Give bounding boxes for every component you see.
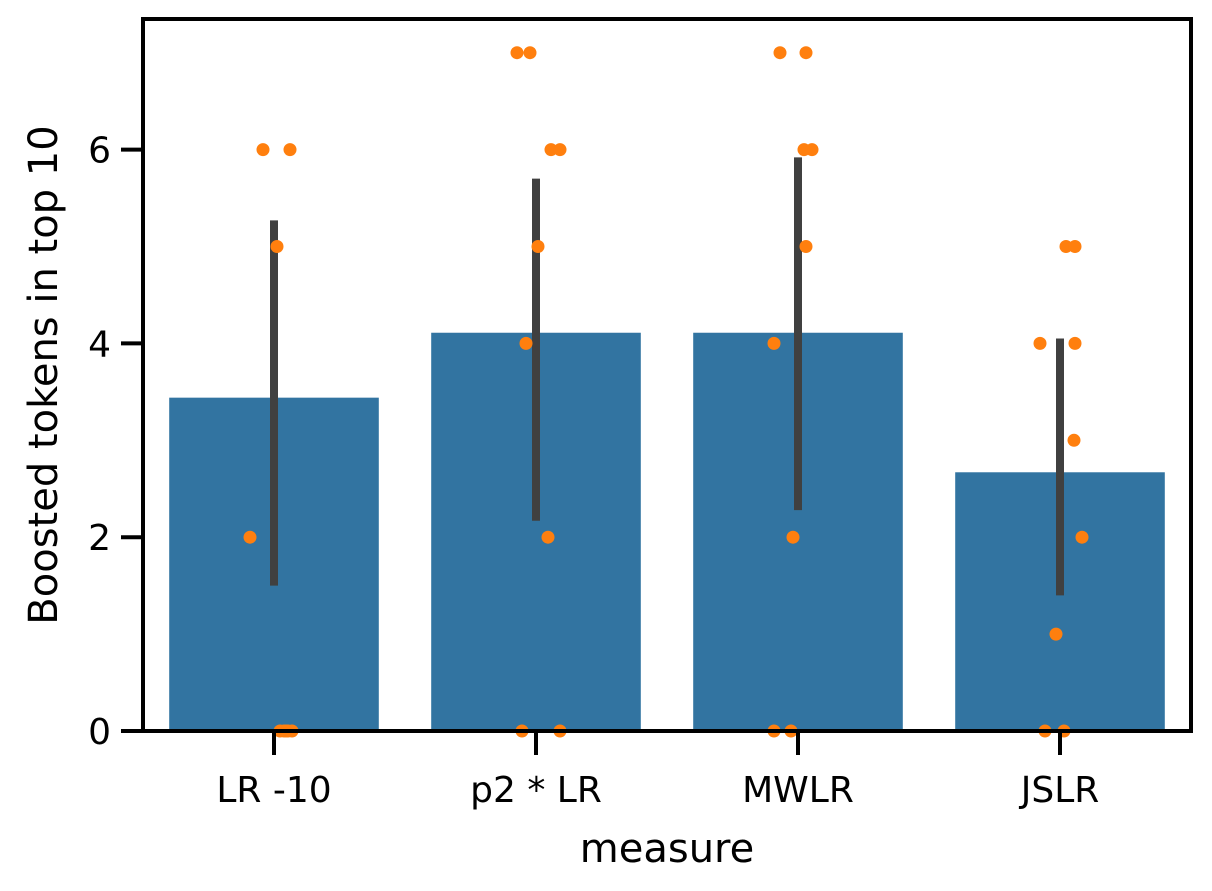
x-tick-label-2: MWLR (742, 770, 854, 811)
y-tick-label-0: 0 (88, 712, 111, 753)
y-axis: 0 2 4 6 (88, 131, 143, 753)
point-2-1 (799, 46, 813, 60)
point-1-5 (519, 336, 533, 350)
point-1-0 (510, 46, 524, 60)
x-tick-label-0: LR -10 (216, 770, 331, 811)
point-2-4 (799, 240, 813, 253)
point-0-2 (270, 240, 284, 253)
point-0-0 (256, 143, 270, 157)
x-tick-label-1: p2 * LR (470, 770, 602, 811)
y-tick-label-1: 2 (88, 518, 111, 559)
point-3-5 (1075, 530, 1089, 544)
plot-frame (141, 17, 1193, 733)
x-axis-label: measure (580, 826, 754, 872)
point-1-3 (553, 143, 567, 157)
point-1-6 (541, 530, 555, 544)
y-tick-label-3: 6 (88, 131, 111, 172)
point-3-4 (1067, 433, 1081, 447)
point-3-6 (1049, 627, 1063, 641)
point-3-1 (1068, 240, 1082, 253)
point-3-2 (1033, 336, 1047, 350)
point-3-3 (1068, 336, 1082, 350)
point-0-1 (283, 143, 297, 157)
x-tick-label-3: JSLR (1019, 770, 1100, 811)
error-bars-group (270, 157, 1064, 596)
y-axis-label: Boosted tokens in top 10 (21, 125, 67, 624)
point-0-3 (243, 530, 257, 544)
point-1-1 (523, 46, 537, 60)
point-2-0 (773, 46, 787, 60)
point-3-0 (1059, 240, 1073, 253)
point-1-2 (544, 143, 558, 157)
y-tick-label-2: 4 (88, 324, 111, 365)
bars-group (169, 332, 1165, 731)
point-2-6 (786, 530, 800, 544)
x-axis: LR -10 p2 * LR MWLR JSLR (216, 731, 1099, 811)
point-2-3 (805, 143, 819, 157)
point-2-5 (767, 336, 781, 350)
point-1-4 (531, 240, 545, 253)
